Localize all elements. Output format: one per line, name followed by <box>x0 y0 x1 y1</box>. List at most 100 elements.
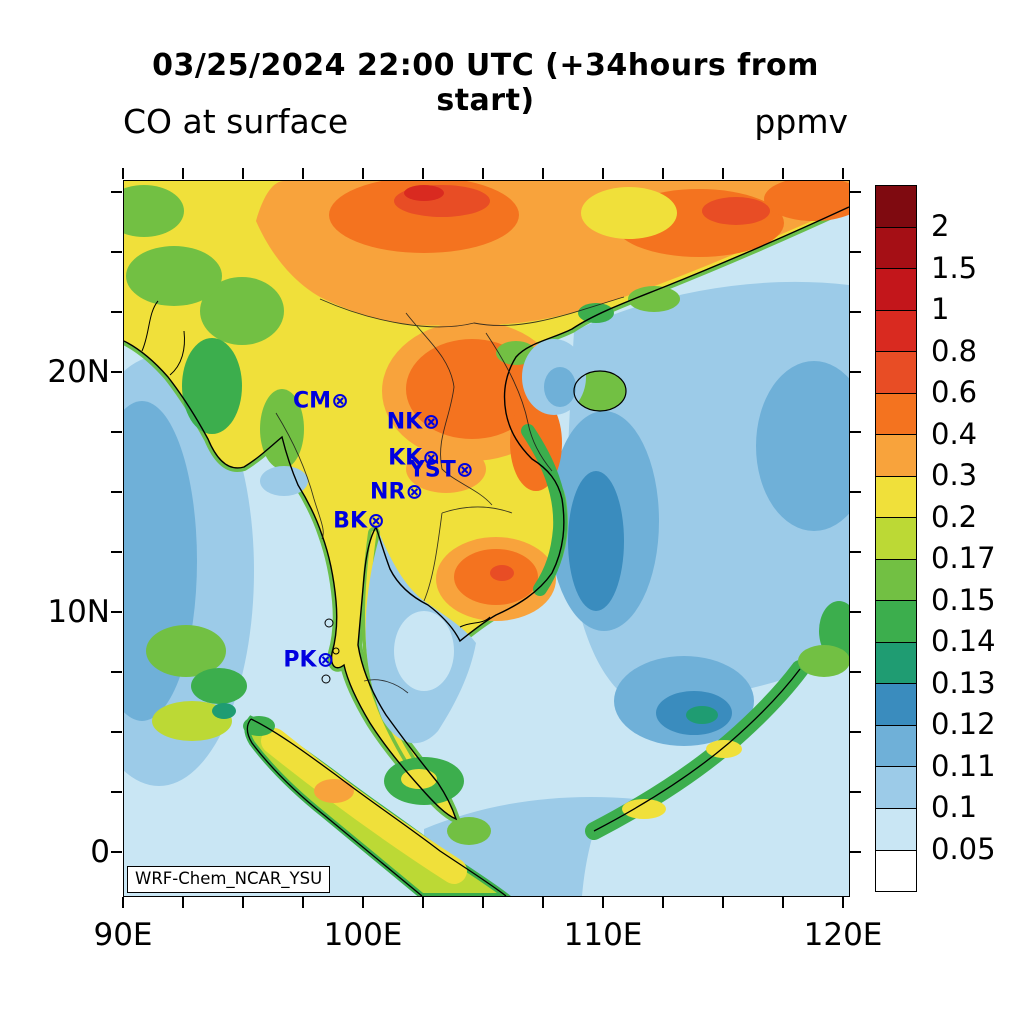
subtitle-row: CO at surface ppmv <box>123 102 848 141</box>
station-marker-nr: ⊗ <box>405 479 424 504</box>
y-tick-right <box>849 491 861 493</box>
y-tick-left <box>110 431 122 433</box>
colorbar-segment-2 <box>876 269 916 311</box>
colorbar-segment-11 <box>876 642 916 685</box>
colorbar-segment-5 <box>876 393 916 436</box>
y-tick-left <box>110 851 122 853</box>
x-tick-bottom <box>542 896 544 908</box>
border-layer <box>275 296 625 694</box>
station-marker-cm: ⊗ <box>331 388 349 413</box>
colorbar-segment-6 <box>876 435 916 477</box>
figure-title: 03/25/2024 22:00 UTC (+34hours from star… <box>152 48 819 118</box>
colorbar-label-0p2: 0.2 <box>931 499 978 534</box>
y-tick-left <box>110 791 122 793</box>
y-tick-right <box>849 731 861 733</box>
units-label: ppmv <box>754 102 848 141</box>
y-tick-right <box>849 431 861 433</box>
station-label-bk: BK <box>333 508 367 534</box>
y-tick-left <box>110 491 122 493</box>
station-marker-yst: ⊗ <box>455 458 474 483</box>
colorbar-segment-12 <box>876 684 916 726</box>
x-tick-bottom <box>122 896 124 908</box>
y-tick-right <box>849 671 861 673</box>
colorbar-label-0p4: 0.4 <box>931 416 978 451</box>
y-tick-right <box>849 371 861 373</box>
y-tick-left <box>110 251 122 253</box>
y-tick-right <box>849 251 861 253</box>
x-tick-top <box>722 167 724 179</box>
colorbar-label-0p15: 0.15 <box>931 582 996 617</box>
y-tick-right <box>849 311 861 313</box>
colorbar-segment-3 <box>876 310 916 353</box>
colorbar-label-1: 1 <box>931 292 950 327</box>
colorbar-segment-15 <box>876 808 916 851</box>
x-tick-bottom <box>782 896 784 908</box>
y-tick-left <box>110 311 122 313</box>
coastline-layer <box>124 206 849 896</box>
colorbar-segment-9 <box>876 559 916 602</box>
y-tick-right <box>849 551 861 553</box>
station-label-kk: KK <box>388 445 423 471</box>
x-tick-label-110e: 110E <box>563 917 643 953</box>
colorbar-segment-14 <box>876 767 916 809</box>
inland-sea-layer <box>260 339 586 744</box>
colorbar-label-0p11: 0.11 <box>931 748 996 783</box>
colorbar-segment-8 <box>876 518 916 560</box>
x-tick-top <box>182 167 184 179</box>
colorbar-label-0p05: 0.05 <box>931 831 996 866</box>
x-tick-top <box>602 167 604 179</box>
colorbar-label-0p1: 0.1 <box>931 790 978 825</box>
x-tick-top <box>542 167 544 179</box>
x-tick-bottom <box>242 896 244 908</box>
model-label-box: WRF-Chem_NCAR_YSU <box>127 866 331 893</box>
y-tick-right <box>849 191 861 193</box>
y-tick-left <box>110 191 122 193</box>
x-tick-bottom <box>482 896 484 908</box>
x-tick-bottom <box>302 896 304 908</box>
x-tick-label-120e: 120E <box>803 917 883 953</box>
x-tick-top <box>782 167 784 179</box>
x-tick-bottom <box>182 896 184 908</box>
colorbar-label-0p14: 0.14 <box>931 624 996 659</box>
y-axis-labels: 20N 10N 0 <box>20 0 110 1024</box>
x-tick-top <box>662 167 664 179</box>
x-tick-label-90e: 90E <box>93 917 153 953</box>
colorbar-label-0p6: 0.6 <box>931 375 978 410</box>
y-tick-left <box>110 611 122 613</box>
colorbar-segment-1 <box>876 227 916 270</box>
x-tick-top <box>362 167 364 179</box>
y-tick-left <box>110 551 122 553</box>
station-marker-nk: ⊗ <box>422 410 440 435</box>
y-tick-label-20n: 20N <box>47 354 110 390</box>
x-tick-bottom <box>602 896 604 908</box>
y-tick-left <box>110 731 122 733</box>
y-tick-left <box>110 671 122 673</box>
colorbar-label-0p3: 0.3 <box>931 458 978 493</box>
colorbar-label-2: 2 <box>931 209 950 244</box>
x-tick-top <box>842 167 844 179</box>
x-tick-bottom <box>662 896 664 908</box>
colorbar-segment-7 <box>876 476 916 519</box>
station-label-nk: NK <box>386 409 423 435</box>
x-tick-top <box>422 167 424 179</box>
x-tick-top <box>242 167 244 179</box>
y-tick-label-10n: 10N <box>47 594 110 630</box>
y-tick-right <box>849 791 861 793</box>
x-tick-bottom <box>422 896 424 908</box>
station-label-pk: PK <box>283 647 317 673</box>
x-tick-top <box>302 167 304 179</box>
station-label-yst: YST <box>409 457 456 483</box>
x-tick-label-100e: 100E <box>323 917 403 953</box>
variable-title: CO at surface <box>123 102 349 141</box>
colorbar-segment-0 <box>876 186 916 228</box>
model-label: WRF-Chem_NCAR_YSU <box>135 869 323 889</box>
y-tick-label-eq: 0 <box>90 834 110 870</box>
x-tick-bottom <box>842 896 844 908</box>
x-tick-bottom <box>722 896 724 908</box>
colorbar-segment-4 <box>876 352 916 394</box>
station-markers-layer: ⊗ CM ⊗ NK ⊗ KK ⊗ YST ⊗ NR ⊗ BK ⊗ PK <box>124 181 849 896</box>
station-marker-bk: ⊗ <box>367 508 385 533</box>
map-panel: ⊗ CM ⊗ NK ⊗ KK ⊗ YST ⊗ NR ⊗ BK ⊗ PK WRF-Chem_NCAR_YSU <box>123 180 850 897</box>
colorbar-label-0p17: 0.17 <box>931 541 996 576</box>
